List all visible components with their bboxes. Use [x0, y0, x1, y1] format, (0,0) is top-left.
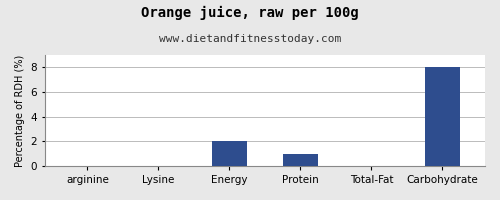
Text: Orange juice, raw per 100g: Orange juice, raw per 100g	[141, 6, 359, 20]
Bar	[424, 67, 460, 166]
Y-axis label: Percentage of RDH (%): Percentage of RDH (%)	[15, 54, 25, 167]
Bar	[212, 141, 247, 166]
Bar	[282, 154, 318, 166]
Text: www.dietandfitnesstoday.com: www.dietandfitnesstoday.com	[159, 34, 341, 44]
